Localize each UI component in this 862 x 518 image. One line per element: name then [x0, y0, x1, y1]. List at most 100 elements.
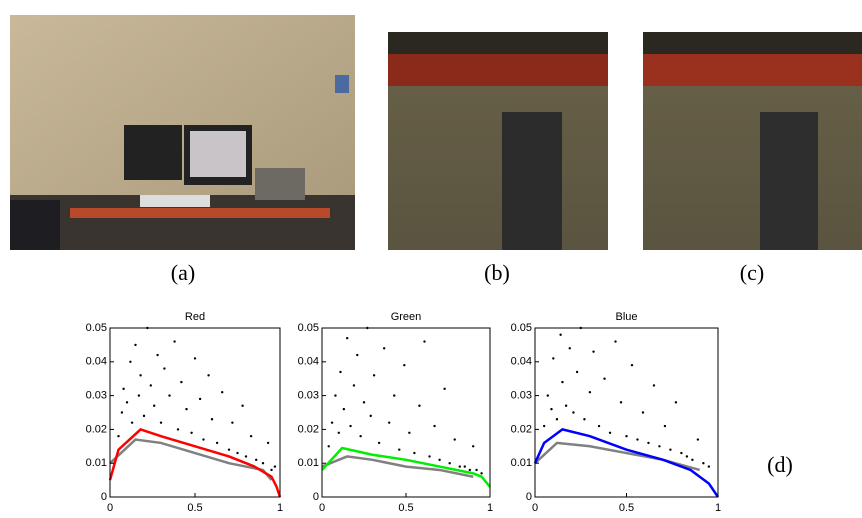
scatter-point	[120, 411, 124, 414]
scatter-point	[139, 374, 142, 377]
plot-title: Blue	[615, 311, 637, 323]
scatter-point	[597, 424, 601, 428]
scatter-point	[117, 434, 120, 438]
curve	[533, 428, 720, 498]
x-tick-label: 0.5	[187, 502, 202, 514]
y-tick-label: 0.02	[511, 423, 532, 435]
scatter-point	[572, 411, 575, 414]
scatter-point	[337, 431, 340, 434]
scatter-point	[658, 445, 661, 448]
scatter-point	[588, 391, 592, 394]
scatter-point	[244, 455, 248, 458]
scatter-point	[130, 421, 134, 424]
scatter-point	[339, 370, 342, 374]
axes-box	[534, 327, 719, 498]
scatter-point	[685, 455, 689, 458]
scatter-point	[241, 404, 244, 407]
caption: (a)	[171, 260, 195, 285]
scatter-point	[696, 438, 700, 441]
scatter-point	[122, 387, 125, 391]
scatter-point	[564, 404, 568, 407]
scatter-point	[202, 438, 205, 441]
y-tick-label: 0.04	[86, 356, 107, 368]
scatter-point	[159, 421, 163, 424]
scatter-point	[377, 441, 381, 445]
scatter-point	[568, 347, 571, 350]
scatter-point	[372, 374, 376, 377]
plot-title: Green	[391, 311, 422, 323]
scatter-point	[463, 465, 466, 468]
scatter-point	[608, 431, 612, 434]
scatter-point	[210, 418, 214, 421]
caption: (b)	[484, 260, 510, 285]
scatter-point	[480, 472, 483, 475]
scatter-point	[236, 451, 239, 455]
scatter-point	[702, 462, 705, 465]
scatter-point	[261, 462, 265, 465]
caption: (c)	[740, 260, 764, 285]
scatter-point	[555, 418, 559, 421]
scatter-point	[273, 465, 277, 468]
plot: Red 0 0.01 0.02 0.03 0.04 0.05 0 0.5 1	[86, 311, 283, 514]
y-tick-label: 0.01	[298, 457, 319, 469]
y-tick-label: 0.05	[511, 322, 532, 334]
scatter-point	[362, 401, 366, 404]
scatter-point	[176, 428, 180, 431]
scatter-point	[125, 401, 129, 404]
scatter-point	[193, 357, 197, 360]
y-tick-label: 0.03	[298, 390, 319, 402]
scatter-point	[215, 441, 219, 445]
scatter-point	[346, 336, 349, 340]
curve	[109, 438, 273, 481]
y-tick-label: 0.05	[86, 322, 107, 334]
axes-box	[109, 327, 281, 498]
scatter-point	[680, 451, 683, 455]
scatter-point	[163, 367, 166, 370]
scatter-point	[266, 441, 270, 445]
scatter-point	[398, 448, 401, 451]
scatter-point	[636, 438, 639, 441]
x-tick-label: 0.5	[619, 502, 634, 514]
scatter-point	[129, 360, 132, 363]
scatter-point	[559, 333, 562, 336]
photo-c	[643, 32, 862, 250]
x-tick-label: 0	[532, 502, 538, 514]
scatter-point	[137, 394, 141, 397]
scatter-point	[359, 434, 362, 438]
curve	[108, 427, 282, 498]
y-tick-label: 0	[101, 491, 107, 503]
x-tick-label: 0.5	[398, 502, 413, 514]
scatter-point	[614, 340, 617, 343]
scatter-point	[418, 404, 421, 407]
scatter-point	[408, 431, 411, 434]
plot: Green 0 0.01 0.02 0.03 0.04 0.05 0 0.5 1	[298, 311, 493, 514]
scatter-point	[542, 424, 546, 428]
scatter-point	[583, 418, 586, 421]
scatter-point	[707, 465, 711, 468]
scatter-point	[433, 424, 436, 428]
scatter-point	[546, 394, 550, 397]
scatter-point	[453, 438, 456, 441]
scatter-point	[190, 431, 193, 434]
scatter-point	[221, 391, 224, 394]
scatter-point	[270, 468, 273, 472]
scatter-point	[592, 350, 595, 353]
y-tick-label: 0	[526, 491, 532, 503]
x-tick-label: 1	[715, 502, 721, 514]
x-tick-label: 0	[319, 502, 325, 514]
scatter-point	[458, 465, 461, 468]
curve	[321, 446, 491, 488]
scatter-point	[652, 384, 656, 387]
photo-b	[388, 32, 608, 250]
y-tick-label: 0.04	[511, 356, 532, 368]
scatter-point	[352, 384, 356, 387]
scatter-point	[255, 458, 258, 462]
scatter-point	[369, 414, 372, 418]
y-tick-label: 0.02	[86, 423, 107, 435]
scatter-point	[472, 445, 475, 448]
scatter-point	[388, 421, 391, 424]
scatter-point	[691, 458, 694, 462]
y-tick-label: 0.03	[86, 390, 107, 402]
scatter-point	[575, 370, 579, 374]
